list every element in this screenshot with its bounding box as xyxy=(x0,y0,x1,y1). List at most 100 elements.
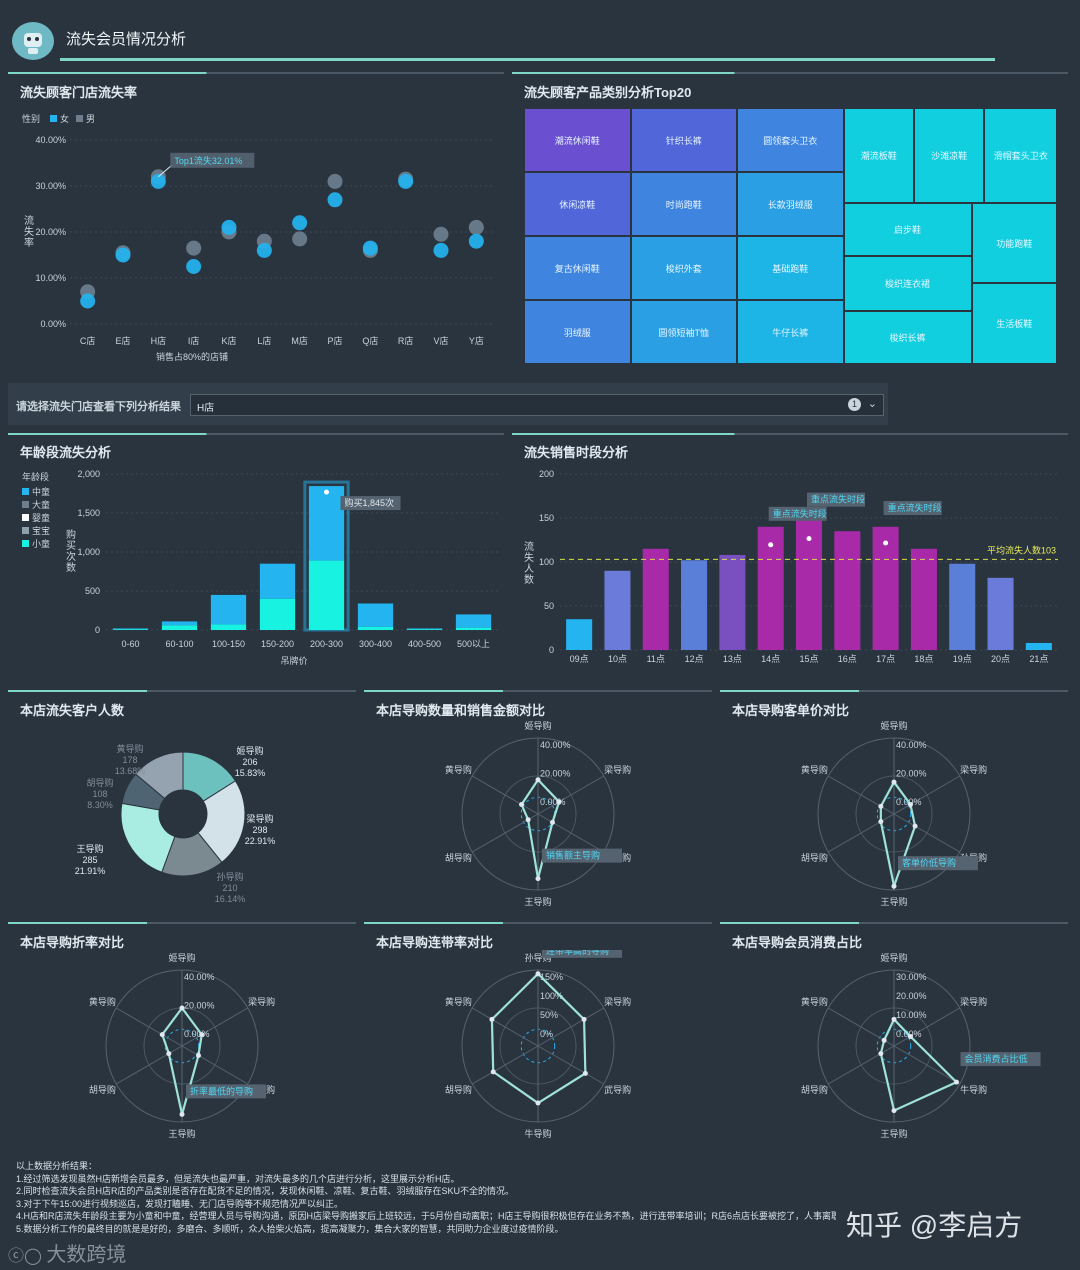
treemap-cell[interactable]: 圆领短袖T恤 xyxy=(630,300,737,364)
annotation-text: 重点流失时段 xyxy=(773,508,827,519)
treemap-cell[interactable]: 圆领套头卫衣 xyxy=(737,108,844,172)
annotation-text: 销售额主导购 xyxy=(546,850,600,861)
legend-title: 年龄段 xyxy=(22,471,49,482)
radar-axis xyxy=(115,1045,183,1085)
x-tick: 09点 xyxy=(570,654,589,664)
annotation-dot xyxy=(324,489,329,495)
radar-axis-label: 梁导购 xyxy=(604,996,631,1007)
radar-axis-label: 黄导购 xyxy=(445,996,472,1007)
scatter-point xyxy=(221,219,237,235)
annotation-dot xyxy=(883,540,889,546)
treemap-cell[interactable]: 羽绒服 xyxy=(524,300,631,364)
radar-axis-label: 武导购 xyxy=(604,1084,631,1095)
treemap-cell[interactable]: 针织长裤 xyxy=(630,108,737,172)
radar-axis-label: 黄导购 xyxy=(801,996,828,1007)
treemap-cell[interactable]: 时尚跑鞋 xyxy=(630,172,737,236)
x-tick: Y店 xyxy=(469,335,484,346)
treemap-cell[interactable]: 梭织外套 xyxy=(630,236,737,300)
radar-tick: 0.00% xyxy=(540,797,566,807)
scatter-point xyxy=(292,215,308,231)
pie-value: 298 xyxy=(252,825,267,835)
radar-axis xyxy=(115,1007,183,1047)
radar-axis xyxy=(893,813,961,853)
lost-customers-pie: 姬导购20615.83%梁导购29822.91%孙导购21016.14%王导购2… xyxy=(75,743,276,904)
pie-value: 108 xyxy=(92,789,107,799)
pie-label: 孙导购 xyxy=(216,871,243,882)
panel-title-age-churn: 年龄段流失分析 xyxy=(20,445,112,460)
treemap-cell[interactable]: 梭织长裤 xyxy=(843,311,972,364)
pie-pct: 13.68% xyxy=(115,766,146,776)
y-tick: 1,500 xyxy=(77,508,100,518)
y-tick: 150 xyxy=(539,513,554,523)
radar-point xyxy=(525,817,531,823)
x-tick: E店 xyxy=(115,335,130,346)
panel-title-hour-churn: 流失销售时段分析 xyxy=(524,445,629,460)
radar-point xyxy=(490,1069,496,1075)
notes-line: 4.H店和R店流失年龄段主要为小童和中童，经营理人员与导购沟通，原因H店梁导购搬… xyxy=(16,1211,836,1221)
y-tick: 500 xyxy=(85,586,100,596)
radar-axis-label: 黄导购 xyxy=(445,764,472,775)
store-select[interactable]: H店 1 ⌄ xyxy=(190,394,884,416)
radar-axis-label: 姬导购 xyxy=(880,720,907,731)
radar-axis-label: 牛导购 xyxy=(960,1084,987,1095)
treemap-cell[interactable]: 基础跑鞋 xyxy=(737,236,844,300)
bar-segment xyxy=(406,629,443,630)
radar-discount-chart: 姬导购梁导购孙导购王导购胡导购黄导购40.00%20.00%0.00%折率最低的… xyxy=(89,952,275,1139)
treemap-cell[interactable]: 休闲凉鞋 xyxy=(524,172,631,236)
y-label: 购 xyxy=(66,528,76,541)
radar-tick: 0.00% xyxy=(184,1029,210,1039)
bar-segment xyxy=(161,621,198,626)
treemap-cell[interactable]: 生活板鞋 xyxy=(971,283,1057,364)
store-select-value: H店 xyxy=(197,403,215,414)
bar-segment xyxy=(406,628,443,630)
treemap-cell[interactable]: 沙滩凉鞋 xyxy=(913,108,985,203)
bar xyxy=(872,526,899,650)
treemap-cell[interactable]: 启步鞋 xyxy=(843,203,972,256)
bar xyxy=(834,531,861,650)
treemap-cell[interactable]: 梭织连衣裙 xyxy=(843,256,972,311)
radar-member-chart: 姬导购梁导购牛导购王导购胡导购黄导购30.00%20.00%10.00%0.00… xyxy=(801,952,1041,1139)
analysis-notes: 以上数据分析结果： 1.经过筛选发现虽然H店新增会员最多，但是流失也最严重，对流… xyxy=(16,1160,836,1235)
scatter-point xyxy=(327,173,343,189)
treemap-cell[interactable]: 长款羽绒服 xyxy=(737,172,844,236)
radar-tick: 40.00% xyxy=(184,972,215,982)
radar-axis xyxy=(471,1007,539,1047)
radar-tick: 50% xyxy=(540,1010,558,1020)
treemap-cell[interactable]: 牛仔长裤 xyxy=(737,300,844,364)
treemap-cell[interactable]: 滑帽套头卫衣 xyxy=(984,108,1057,203)
radar-tick: 20.00% xyxy=(896,991,927,1001)
radar-point xyxy=(582,1070,588,1076)
radar-point xyxy=(878,1051,884,1057)
annotation-text: 重点流失时段 xyxy=(888,502,942,513)
legend-label: 中童 xyxy=(32,486,50,497)
y-tick: 30.00% xyxy=(35,181,66,191)
chevron-down-icon[interactable]: ⌄ xyxy=(867,398,877,410)
y-tick: 200 xyxy=(539,469,554,479)
radar-axis-label: 王导购 xyxy=(168,1128,195,1139)
panel-title-product-treemap: 流失顾客产品类别分析Top20 xyxy=(524,85,692,100)
radar-axis xyxy=(827,1045,895,1085)
scatter-point xyxy=(398,173,414,189)
treemap-cell[interactable]: 潮流休闲鞋 xyxy=(524,108,631,172)
radar-point xyxy=(519,802,525,807)
radar-point xyxy=(166,1051,172,1057)
x-tick: 500以上 xyxy=(457,639,490,649)
radar-point xyxy=(179,1111,185,1117)
scatter-point xyxy=(362,240,378,256)
legend-label: 男 xyxy=(86,114,95,124)
radar-point xyxy=(535,777,541,783)
x-tick: Q店 xyxy=(362,335,378,346)
legend-swatch xyxy=(22,540,29,547)
radar-point xyxy=(891,1108,897,1114)
y-tick: 1,000 xyxy=(77,547,100,557)
scatter-point xyxy=(80,293,96,309)
radar-axis-label: 胡导购 xyxy=(89,1084,116,1095)
radar-tick: 30.00% xyxy=(896,972,927,982)
treemap-cell[interactable]: 潮流板鞋 xyxy=(843,108,914,203)
radar-point xyxy=(881,1037,887,1043)
bar-segment xyxy=(112,629,149,630)
treemap-cell[interactable]: 复古休闲鞋 xyxy=(524,236,631,300)
clear-badge-icon[interactable]: 1 xyxy=(848,398,861,411)
annotation-box xyxy=(960,1052,1041,1067)
treemap-cell[interactable]: 功能跑鞋 xyxy=(971,203,1057,283)
